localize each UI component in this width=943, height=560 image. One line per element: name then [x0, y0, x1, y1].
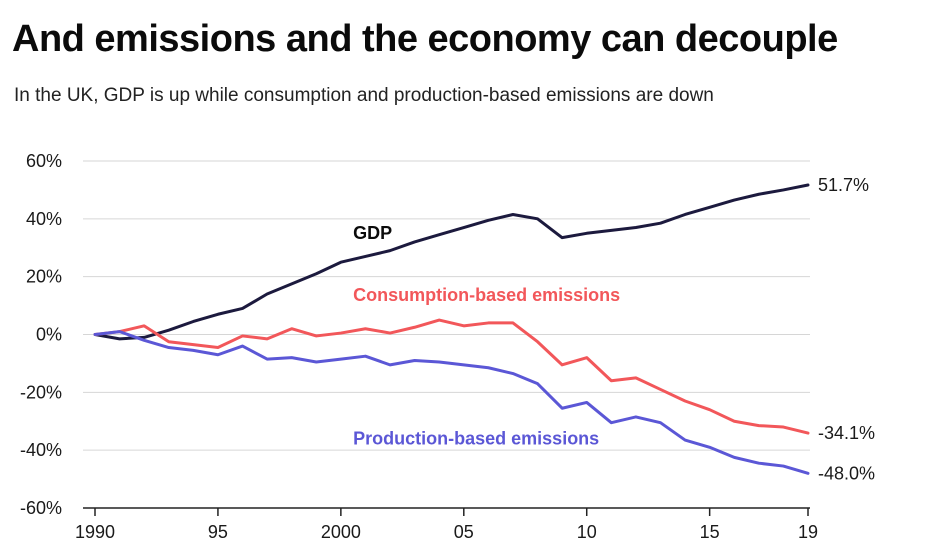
x-tick-label: 2000 — [321, 522, 361, 542]
y-tick-label: 40% — [26, 209, 62, 229]
end-label-consumption-based-emissions: -34.1% — [818, 423, 875, 443]
series-label-gdp: GDP — [353, 223, 392, 243]
y-tick-label: 60% — [26, 151, 62, 171]
series-labels: GDP Consumption-based emissions Production… — [353, 223, 620, 448]
x-tick-label: 95 — [208, 522, 228, 542]
series-label-production-based-emissions: Production-based emissions — [353, 428, 599, 448]
chart-subtitle: In the UK, GDP is up while consumption a… — [14, 85, 714, 106]
x-tick-label: 15 — [700, 522, 720, 542]
x-axis: 1990 95 2000 05 10 15 19 — [75, 507, 818, 542]
series-label-consumption-based-emissions: Consumption-based emissions — [353, 285, 620, 305]
end-label-production-based-emissions: -48.0% — [818, 463, 875, 483]
y-axis: 60% 40% 20% 0% -20% -40% -60% — [20, 151, 62, 518]
x-tick-label: 10 — [577, 522, 597, 542]
x-tick-label: 1990 — [75, 522, 115, 542]
y-tick-label: 20% — [26, 267, 62, 287]
series-line-gdp — [93, 183, 810, 341]
series-line-consumption-based-emissions — [93, 318, 810, 435]
x-tick-label: 19 — [798, 522, 818, 542]
y-tick-label: -60% — [20, 498, 62, 518]
grid — [83, 160, 810, 509]
chart-title: And emissions and the economy can decoup… — [12, 18, 838, 60]
y-tick-label: -40% — [20, 440, 62, 460]
series-line-production-based-emissions — [93, 330, 810, 475]
series-lines — [93, 183, 810, 475]
end-labels: 51.7% -34.1% -48.0% — [818, 175, 875, 483]
end-label-gdp: 51.7% — [818, 175, 869, 195]
x-tick-label: 05 — [454, 522, 474, 542]
y-tick-label: -20% — [20, 382, 62, 402]
y-tick-label: 0% — [36, 325, 62, 345]
